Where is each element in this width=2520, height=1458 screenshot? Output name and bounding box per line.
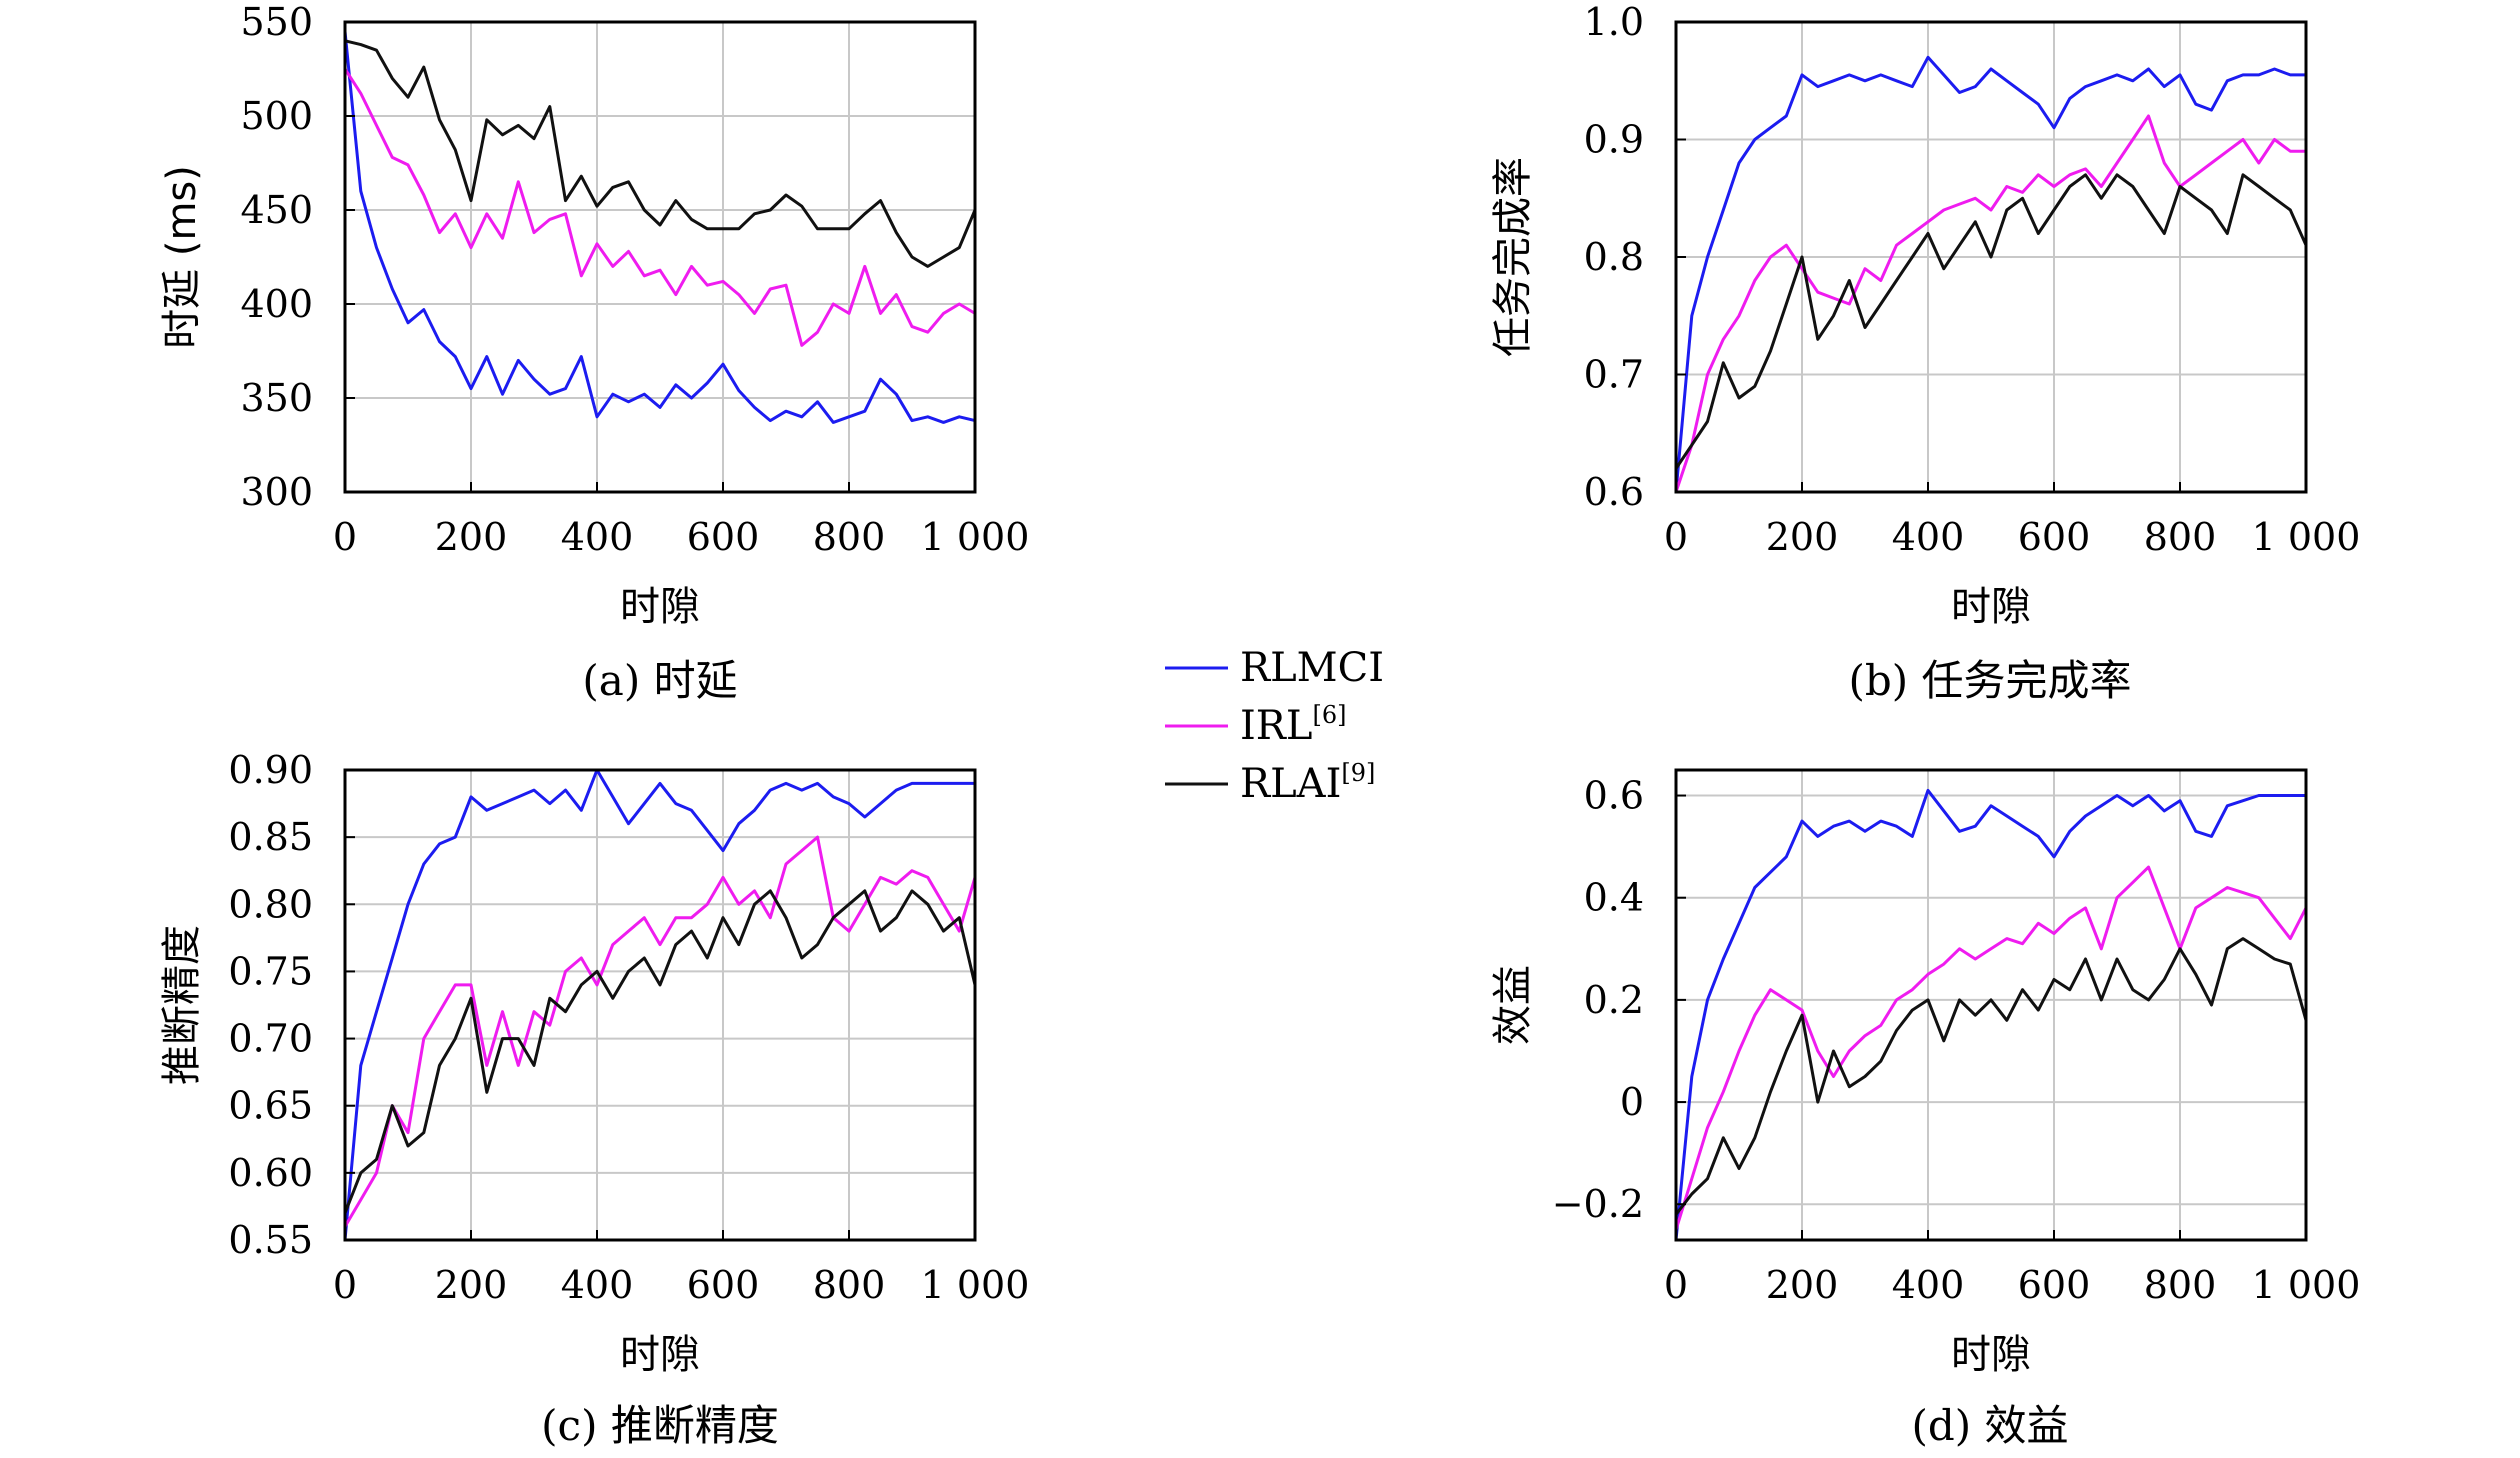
y-tick-label: 450 bbox=[240, 188, 313, 232]
y-tick-label: 550 bbox=[240, 0, 313, 44]
y-axis-label: 时延 (ms) bbox=[159, 165, 205, 349]
x-axis-label: 时隙 bbox=[1951, 584, 2031, 630]
series-line-irl bbox=[343, 68, 976, 347]
legend-label-rlai: RLAI[9] bbox=[1240, 759, 1375, 807]
x-tick-label: 800 bbox=[2144, 515, 2217, 559]
panel-caption: (d) 效益 bbox=[1911, 1401, 2068, 1450]
y-tick-label: 300 bbox=[240, 470, 313, 514]
legend-name: RLAI bbox=[1240, 761, 1341, 807]
chart-panel-1: 0 200 400 600 800 1 000 0.6 0.7 0.8 0.9 1.0 时隙 任务完成率… bbox=[1490, 0, 2360, 705]
series-line-rlai bbox=[344, 39, 977, 268]
y-tick-label: 0.65 bbox=[228, 1084, 313, 1128]
y-tick-label: 0.6 bbox=[1584, 774, 1644, 818]
x-axis-label: 时隙 bbox=[620, 1332, 700, 1378]
series-line-irl bbox=[1674, 865, 2308, 1231]
x-tick-label: 600 bbox=[2018, 515, 2091, 559]
plot-frame bbox=[343, 768, 977, 1242]
chart-panel-2: 0 200 400 600 800 1 000 0.55 0.60 0.65 0.70 0.75 0.… bbox=[159, 748, 1029, 1450]
x-axis-label: 时隙 bbox=[620, 584, 700, 630]
x-tick-label: 200 bbox=[1766, 1263, 1839, 1307]
x-tick-label: 200 bbox=[435, 515, 508, 559]
legend-citation: [6] bbox=[1312, 701, 1346, 729]
series-line-rlmci bbox=[1674, 788, 2306, 1241]
x-tick-label: 400 bbox=[561, 1263, 634, 1307]
x-tick-label: 800 bbox=[2144, 1263, 2217, 1307]
series-line-rlai bbox=[343, 889, 977, 1214]
y-tick-label: 0.4 bbox=[1584, 876, 1644, 920]
x-tick-label: 0 bbox=[1664, 1263, 1688, 1307]
x-tick-label: 600 bbox=[2018, 1263, 2091, 1307]
chart-panel-3: 0 200 400 600 800 1 000 −0.2 0 0.2 0.4 0.6 时隙 效益 (d) … bbox=[1490, 768, 2361, 1450]
series-line-rlai bbox=[1674, 937, 2308, 1216]
y-tick-label: 1.0 bbox=[1584, 0, 1644, 44]
y-tick-label: 400 bbox=[240, 282, 313, 326]
series-line-irl bbox=[343, 835, 977, 1228]
x-tick-label: 600 bbox=[687, 515, 760, 559]
x-axis-label: 时隙 bbox=[1951, 1332, 2031, 1378]
legend: RLMCI IRL[6] RLAI[9] bbox=[1165, 645, 1384, 807]
x-tick-label: 0 bbox=[333, 1263, 357, 1307]
y-tick-label: 0.9 bbox=[1584, 118, 1644, 162]
x-tick-label: 1 000 bbox=[2252, 1263, 2361, 1307]
x-tick-label: 200 bbox=[1766, 515, 1839, 559]
y-tick-label: 0.6 bbox=[1584, 470, 1644, 514]
x-tick-label: 400 bbox=[561, 515, 634, 559]
legend-citation: [9] bbox=[1341, 759, 1375, 787]
series-line-rlmci bbox=[343, 768, 975, 1241]
y-tick-label: 0.60 bbox=[228, 1151, 313, 1195]
y-tick-label: 0.90 bbox=[228, 748, 313, 792]
y-tick-label: 0.75 bbox=[228, 949, 313, 993]
legend-label-irl: IRL[6] bbox=[1240, 701, 1346, 749]
legend-label-rlmci: RLMCI bbox=[1240, 645, 1384, 691]
x-tick-label: 1 000 bbox=[2252, 515, 2361, 559]
panel-caption: (b) 任务完成率 bbox=[1848, 656, 2131, 705]
x-tick-label: 200 bbox=[435, 1263, 508, 1307]
y-tick-label: 500 bbox=[240, 94, 313, 138]
x-tick-label: 400 bbox=[1892, 515, 1965, 559]
x-tick-label: 1 000 bbox=[921, 515, 1030, 559]
legend-name: IRL bbox=[1240, 703, 1312, 749]
y-tick-label: 0.7 bbox=[1584, 353, 1644, 397]
y-axis-label: 效益 bbox=[1490, 965, 1536, 1045]
series-line-rlai bbox=[1674, 173, 2308, 470]
y-tick-label: 350 bbox=[240, 376, 313, 420]
x-tick-label: 1 000 bbox=[921, 1263, 1030, 1307]
plot-frame bbox=[343, 20, 977, 494]
y-tick-label: 0.55 bbox=[228, 1218, 313, 1262]
y-tick-label: 0.8 bbox=[1584, 235, 1644, 279]
x-tick-label: 0 bbox=[1664, 515, 1688, 559]
chart-panel-0: 0 200 400 600 800 1 000 300 350 400 450 500 550 时隙 时延… bbox=[159, 0, 1029, 705]
y-tick-label: 0.70 bbox=[228, 1017, 313, 1061]
x-tick-label: 800 bbox=[813, 1263, 886, 1307]
y-tick-label: 0 bbox=[1620, 1080, 1644, 1124]
series-line-rlmci bbox=[343, 31, 976, 424]
legend-name: RLMCI bbox=[1240, 645, 1384, 691]
plot-frame bbox=[1674, 768, 2308, 1242]
y-axis-label: 任务完成率 bbox=[1490, 157, 1536, 357]
x-tick-label: 800 bbox=[813, 515, 886, 559]
series-line-rlmci bbox=[1674, 55, 2306, 493]
y-tick-label: 0.85 bbox=[228, 815, 313, 859]
x-tick-label: 600 bbox=[687, 1263, 760, 1307]
y-tick-label: 0.80 bbox=[228, 882, 313, 926]
y-axis-label: 推断精度 bbox=[159, 925, 205, 1085]
x-tick-label: 0 bbox=[333, 515, 357, 559]
y-tick-label: 0.2 bbox=[1584, 978, 1644, 1022]
panel-caption: (c) 推断精度 bbox=[541, 1401, 779, 1450]
series-line-irl bbox=[1674, 114, 2306, 493]
panel-caption: (a) 时延 bbox=[582, 656, 737, 705]
x-tick-label: 400 bbox=[1892, 1263, 1965, 1307]
y-tick-label: −0.2 bbox=[1552, 1182, 1644, 1226]
